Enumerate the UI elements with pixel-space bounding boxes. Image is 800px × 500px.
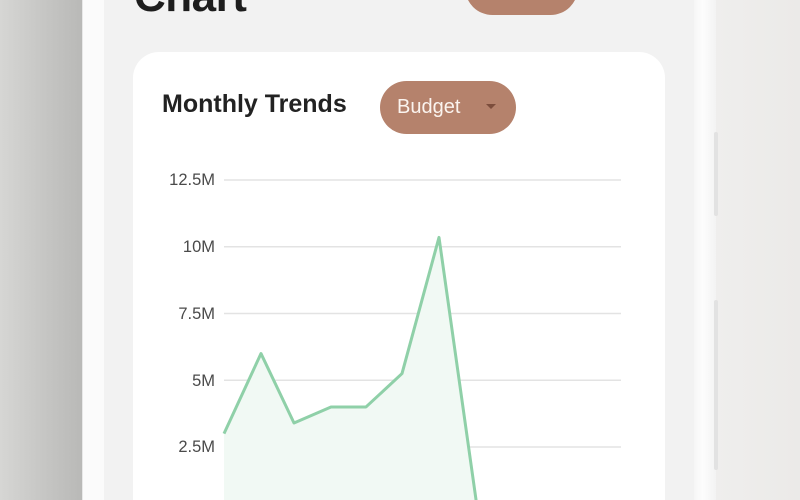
- y-axis-tick-label: 5M: [192, 372, 215, 390]
- y-axis-tick-label: 10M: [182, 238, 215, 256]
- card-title: Monthly Trends: [162, 90, 347, 118]
- caret-down-icon[interactable]: [486, 104, 496, 109]
- device-side-button: [714, 300, 718, 470]
- y-axis-tick-label: 7.5M: [178, 305, 215, 323]
- page-title: Chart: [134, 0, 247, 22]
- device-frame-edge: [694, 0, 716, 500]
- background-right: [716, 0, 800, 500]
- y-axis-tick-label: 2.5M: [178, 438, 215, 456]
- dropdown-selected-label: Budget: [397, 96, 461, 118]
- chart-series-line: [222, 235, 478, 500]
- background-left: [0, 0, 82, 500]
- header-action-button[interactable]: [465, 0, 578, 15]
- y-axis-tick-label: 12.5M: [169, 171, 215, 189]
- device-side-button: [714, 132, 718, 216]
- chart-area-fill: [224, 237, 477, 500]
